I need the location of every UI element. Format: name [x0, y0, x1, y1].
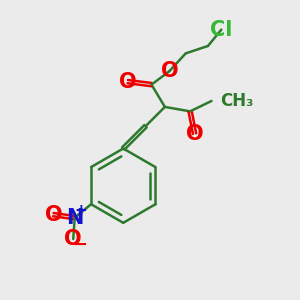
Text: −: − [72, 236, 87, 254]
Text: +: + [74, 203, 87, 218]
Text: O: O [64, 229, 82, 249]
Text: N: N [66, 208, 83, 228]
Text: CH₃: CH₃ [220, 92, 254, 110]
Text: O: O [119, 72, 136, 92]
Text: Cl: Cl [210, 20, 233, 40]
Text: O: O [160, 61, 178, 81]
Text: O: O [186, 124, 203, 144]
Text: O: O [44, 205, 62, 225]
